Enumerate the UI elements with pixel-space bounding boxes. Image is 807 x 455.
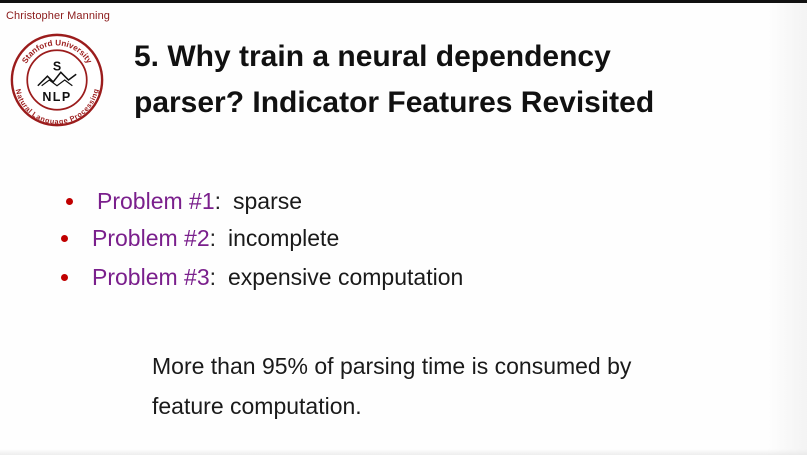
bullet-separator: : (209, 264, 217, 290)
note-line-2: feature computation. (152, 393, 362, 419)
bullet-text: sparse (233, 188, 303, 214)
logo-nlp-text: NLP (42, 90, 71, 104)
title-line-2: parser? Indicator Features Revisited (134, 86, 655, 119)
mountain-icon (37, 71, 77, 87)
title-line-1: 5. Why train a neural dependency (134, 40, 611, 73)
bullet-dot-icon (61, 273, 68, 281)
bullet-text: expensive computation (228, 264, 464, 290)
bullet-item-2: Problem #2 : incomplete (61, 223, 339, 253)
bullet-item-3: Problem #3 : expensive computation (61, 262, 463, 292)
logo-inner-ring (26, 49, 88, 111)
bullet-item-1: Problem #1 : sparse (66, 186, 302, 216)
bullet-dot-icon (61, 234, 68, 242)
bullet-text: incomplete (228, 225, 340, 251)
right-edge-shadow (767, 3, 807, 455)
note-line-1: More than 95% of parsing time is consume… (152, 353, 632, 379)
note-paragraph: More than 95% of parsing time is consume… (152, 346, 752, 426)
mountain-lines-icon (41, 79, 73, 87)
bullet-label: Problem #3 (92, 264, 210, 290)
top-border (0, 0, 807, 3)
bottom-edge-shadow (0, 449, 807, 455)
bullet-separator: : (214, 188, 222, 214)
slide-title: 5. Why train a neural dependency parser?… (134, 34, 774, 126)
logo-letter-s: S (53, 59, 61, 73)
author-name: Christopher Manning (6, 10, 111, 22)
bullet-dot-icon (66, 197, 73, 205)
bullet-separator: : (209, 225, 217, 251)
stanford-nlp-logo: Stanford University Natural Language Pro… (10, 33, 104, 127)
bullet-label: Problem #2 (92, 225, 210, 251)
bullet-label: Problem #1 (97, 188, 215, 214)
